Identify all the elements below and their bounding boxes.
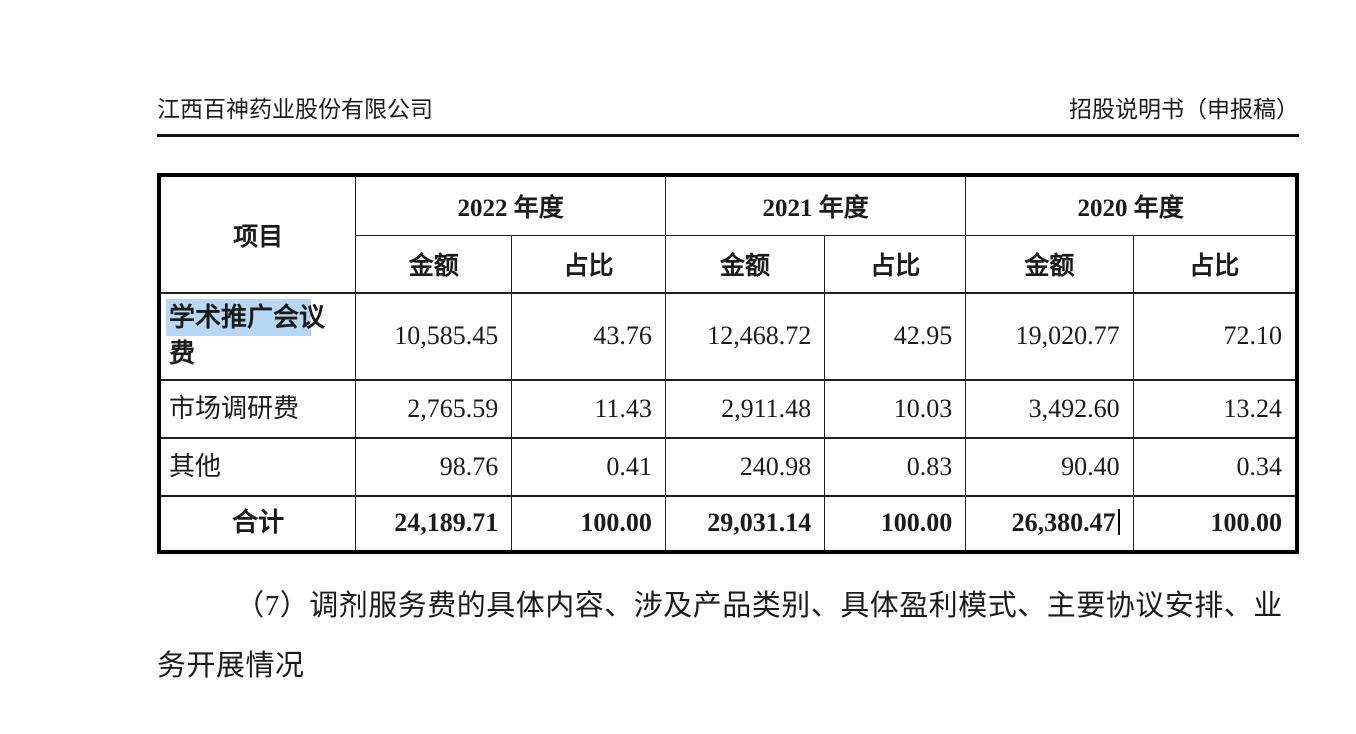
column-header-amount-2021: 金额: [664, 234, 826, 294]
value-cell: 0.34: [1132, 436, 1298, 497]
value-cell: 98.76: [355, 436, 513, 497]
row-label: 市场调研费: [158, 378, 357, 439]
column-header-amount-2022: 金额: [355, 234, 513, 294]
value-cell: 10.03: [824, 378, 967, 439]
value-cell: 43.76: [511, 292, 666, 381]
value-cell: 13.24: [1132, 378, 1298, 439]
value-cell: 3,492.60: [965, 378, 1134, 439]
column-header-amount-2020: 金额: [965, 234, 1134, 294]
table-row: 市场调研费 2,765.59 11.43 2,911.48 10.03 3,492.60 1…: [158, 378, 1298, 439]
value-cell: 19,020.77: [965, 292, 1134, 381]
value-cell: 100.00: [1132, 494, 1298, 553]
value-cell: 100.00: [824, 494, 967, 553]
value-cell: 0.83: [824, 436, 967, 497]
value-cell: 12,468.72: [664, 292, 826, 381]
column-header-year-2021: 2021 年度: [664, 174, 967, 236]
table-body: 学术推广会议费 10,585.45 43.76 12,468.72 42.95 19,02…: [158, 292, 1298, 553]
page-header: 江西百神药业股份有限公司 招股说明书（申报稿）: [157, 90, 1299, 137]
row-label: 学术推广会议费: [158, 292, 357, 381]
document-page: 江西百神药业股份有限公司 招股说明书（申报稿） 项目 2022 年度 2021 …: [157, 0, 1299, 725]
value-cell: 100.00: [511, 494, 666, 553]
table-row-total: 合计 24,189.71 100.00 29,031.14 100.00 26,380.4…: [158, 494, 1298, 553]
table-header-year-row: 项目 2022 年度 2021 年度 2020 年度: [158, 174, 1298, 294]
row-label: 其他: [158, 436, 357, 497]
column-header-item: 项目: [158, 174, 357, 294]
table-header: 项目 2022 年度 2021 年度 2020 年度 金额 占比 金额 占比 金…: [158, 174, 1298, 294]
value-cell: 11.43: [511, 378, 666, 439]
column-header-ratio-2020: 占比: [1132, 234, 1298, 294]
column-header-year-2020: 2020 年度: [965, 174, 1298, 236]
text-cursor: [1117, 509, 1120, 536]
selection-highlight: 学术推广会: [166, 299, 312, 336]
table-row: 学术推广会议费 10,585.45 43.76 12,468.72 42.95 19,02…: [158, 292, 1298, 381]
value-cell: 0.41: [511, 436, 666, 497]
document-title: 招股说明书（申报稿）: [1069, 97, 1299, 122]
value-cell: 72.10: [1132, 292, 1298, 381]
value-cell: 240.98: [664, 436, 826, 497]
expense-table: 项目 2022 年度 2021 年度 2020 年度 金额 占比 金额 占比 金…: [157, 173, 1299, 554]
value-cell: 10,585.45: [355, 292, 513, 381]
value-cell: 24,189.71: [355, 494, 513, 553]
value-cell: 26,380.47: [965, 494, 1134, 553]
row-label: 合计: [158, 494, 357, 553]
value-cell: 42.95: [824, 292, 967, 381]
column-header-year-2022: 2022 年度: [355, 174, 666, 236]
value-cell: 29,031.14: [664, 494, 826, 553]
section-heading-paragraph: （7）调剂服务费的具体内容、涉及产品类别、具体盈利模式、主要协议安排、业务开展情…: [157, 589, 1283, 682]
company-name: 江西百神药业股份有限公司: [157, 97, 433, 122]
value-cell: 2,911.48: [664, 378, 826, 439]
value-cell: 2,765.59: [355, 378, 513, 439]
column-header-ratio-2021: 占比: [824, 234, 967, 294]
value-cell: 90.40: [965, 436, 1134, 497]
table-row: 其他 98.76 0.41 240.98 0.83 90.40 0.34: [158, 436, 1298, 497]
column-header-ratio-2022: 占比: [511, 234, 666, 294]
